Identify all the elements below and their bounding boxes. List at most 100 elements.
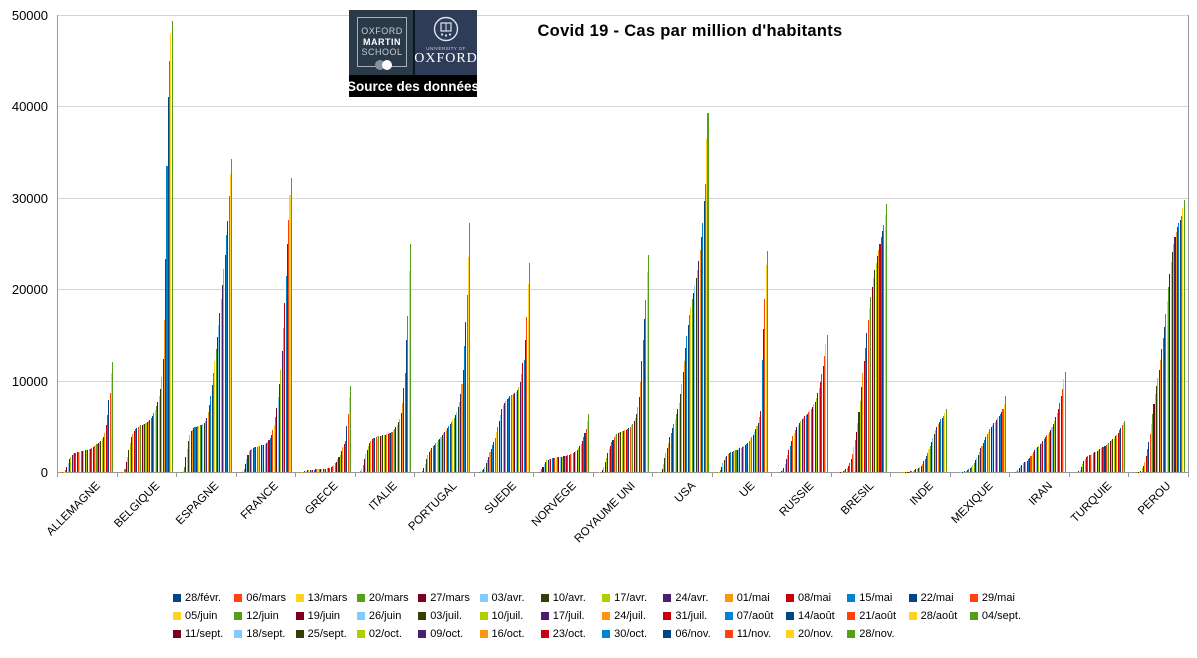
legend-swatch-icon [356,612,365,620]
bar [379,435,381,472]
country-label-italie: ITALIE [367,480,401,513]
bar [675,414,677,472]
bar-group-turquie [1073,15,1129,472]
bar [148,421,150,472]
bar [1029,457,1031,472]
bar [545,461,547,472]
bar [933,433,935,472]
bar [707,112,709,472]
bar [747,442,749,472]
bar [745,443,748,472]
bar [320,469,322,472]
bar [580,443,582,472]
bar [68,458,70,472]
bar [407,315,409,472]
legend-item-17/juil.: 17/juil. [540,610,585,622]
bar [1088,455,1090,472]
bar [228,196,230,472]
bar [345,440,347,472]
bar [329,467,331,472]
bar [969,467,971,472]
bar [685,347,687,472]
bar [445,429,447,472]
bar [1025,461,1027,472]
bar [378,436,380,472]
bar [731,451,733,472]
bar [1087,456,1089,472]
legend-swatch-icon [663,612,672,620]
bar [171,21,173,472]
bar [699,249,701,472]
bar [581,440,583,472]
bar [883,225,885,472]
bar [641,361,643,472]
legend-item-21/août: 21/août [847,610,896,622]
bar [753,431,755,472]
bar [854,440,856,472]
bar [609,445,611,472]
bar [789,445,791,472]
legend-date-label: 15/mai [859,592,893,604]
bar [318,469,320,472]
x-axis-tick [1068,473,1070,477]
bar [682,372,684,472]
legend-date-label: 31/juil. [675,610,708,622]
bar [917,467,920,472]
bar [441,435,443,472]
bar [974,460,976,472]
bar [662,464,664,472]
bar [443,433,445,472]
source-link-logo[interactable]: OXFORD MARTIN SCHOOL UNIVERSITY OF [347,10,479,97]
bar [814,401,816,472]
bar [388,433,390,472]
bar [280,369,282,472]
legend-swatch-icon [724,630,733,638]
bar [282,327,284,472]
bar [886,204,888,472]
bar [760,410,762,472]
bar [559,456,561,472]
bar [845,469,847,472]
bar [1105,444,1107,472]
legend-date-label: 29/mai [981,592,1015,604]
bar [735,450,737,472]
bar [131,437,133,472]
bar [218,325,220,472]
bar [88,449,90,472]
bar [447,427,449,472]
oxford-martin-school-box: OXFORD MARTIN SCHOOL [349,10,413,75]
legend-date-label: 03/juil. [430,610,462,622]
bar [587,420,589,472]
legend-item-03/avr.: 03/avr. [479,592,525,604]
bar [1166,301,1168,472]
legend-date-label: 21/août [859,610,896,622]
bar [944,412,946,472]
bar [879,243,881,472]
country-label-russie: RUSSIE [777,480,817,519]
bar [453,417,455,472]
bar [1044,437,1046,472]
bar [554,457,556,472]
bar [392,430,394,472]
country-label-france: FRANCE [239,480,281,522]
bar [267,441,269,472]
bar [624,430,626,472]
bar [272,430,274,472]
bar [522,363,524,472]
country-label-iran: IRAN [1026,480,1055,508]
bar [502,404,504,472]
bar [444,431,446,472]
bar [248,451,250,472]
bar [276,408,278,472]
bar [422,471,424,472]
bar [310,469,312,472]
source-des-donnees-button[interactable]: Source des données [347,75,479,97]
bar [576,449,578,472]
legend-date-label: 14/août [798,610,835,622]
bar [998,415,1000,472]
bar [642,340,644,472]
bar [1111,440,1113,472]
bar [853,447,855,472]
bar [600,471,602,472]
bar [1001,411,1003,472]
